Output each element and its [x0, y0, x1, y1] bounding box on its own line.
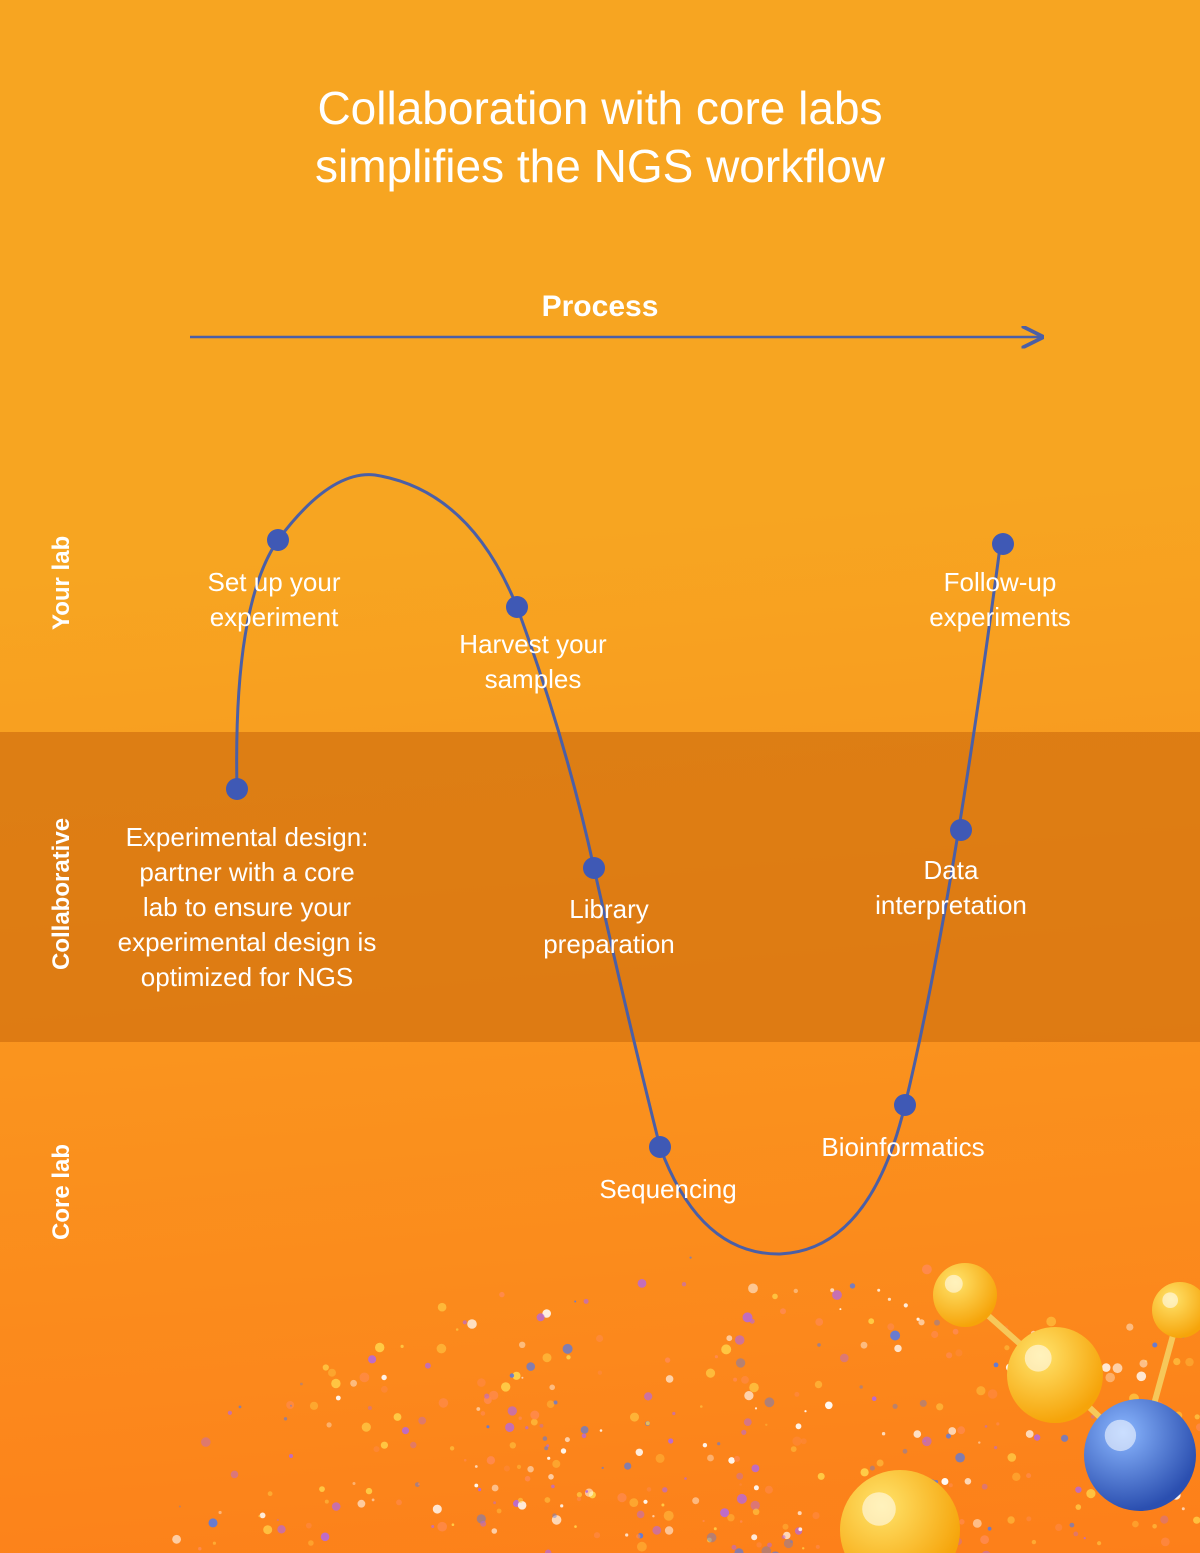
workflow-label-setup: Set up your experiment	[154, 565, 394, 635]
workflow-label-data-interp: Data interpretation	[811, 853, 1091, 923]
workflow-label-library-prep: Library preparation	[489, 892, 729, 962]
workflow-label-harvest: Harvest your samples	[403, 627, 663, 697]
infographic-stage: Collaboration with core labs simplifies …	[0, 0, 1200, 1553]
workflow-node-bioinformatics	[894, 1094, 916, 1116]
workflow-label-followup: Follow-up experiments	[870, 565, 1130, 635]
workflow-node-setup	[267, 529, 289, 551]
workflow-label-bioinformatics: Bioinformatics	[773, 1130, 1033, 1165]
workflow-label-exp-design: Experimental design: partner with a core…	[87, 820, 407, 995]
workflow-node-data-interp	[950, 819, 972, 841]
workflow-node-harvest	[506, 596, 528, 618]
workflow-label-sequencing: Sequencing	[548, 1172, 788, 1207]
workflow-node-exp-design	[226, 778, 248, 800]
nodes-layer: Experimental design: partner with a core…	[0, 0, 1200, 1553]
workflow-node-library-prep	[583, 857, 605, 879]
workflow-node-sequencing	[649, 1136, 671, 1158]
workflow-node-followup	[992, 533, 1014, 555]
